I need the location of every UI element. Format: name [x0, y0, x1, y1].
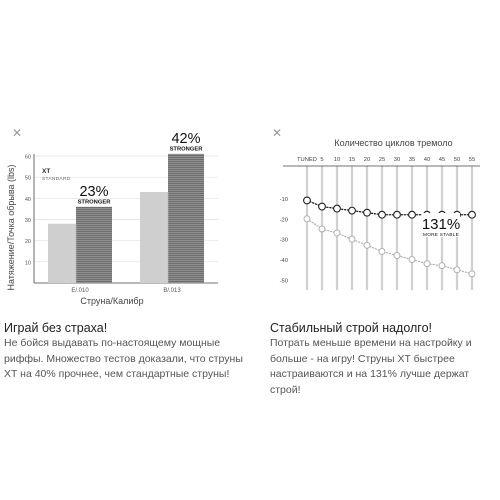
x-tick-label: TUNED: [297, 157, 317, 163]
series-point-standard: [348, 235, 356, 243]
series-point-standard: [318, 225, 326, 233]
left-panel: ✕ 10 20 30 40 50 60 Натяжение/Точка обрыва (lb…: [4, 126, 243, 380]
series-point-standard: [378, 247, 386, 255]
legend-title: XT: [42, 168, 50, 175]
x-tick-label: 20: [364, 157, 370, 163]
x-tick-label: 55: [469, 157, 475, 163]
series-point-xt: [408, 210, 416, 219]
strength-bar-chart: 10 20 30 40 50 60 Натяжение/Точка обрыва (lbs)…: [6, 131, 218, 306]
tuning-stability-line-chart: Количество циклов тремоло TUNED 5 10 15 20 25 3…: [280, 138, 480, 290]
y-tick-label: -10: [280, 197, 288, 203]
x-tick-label: 30: [394, 157, 400, 163]
y-tick-label: 20: [25, 239, 31, 245]
series-point-standard: [423, 260, 431, 268]
series-point-xt: [363, 208, 371, 217]
series-point-xt: [318, 202, 326, 211]
annotation-percent: 23%: [79, 184, 108, 200]
right-body-text: Потрать меньше времени на настройку и бо…: [270, 337, 472, 396]
y-tick-label: 50: [25, 176, 31, 182]
series-point-xt: [303, 196, 311, 205]
series-point-xt: [378, 210, 386, 219]
y-tick-label: 30: [25, 218, 31, 224]
x-tick-label: 35: [409, 157, 415, 163]
left-body-text: Не бойся выдавать по-настоящему мощные р…: [4, 337, 243, 380]
x-tick-label: E/.010: [71, 288, 89, 294]
series-point-standard: [438, 262, 446, 270]
y-axis-label: Натяжение/Точка обрыва (lbs): [6, 164, 16, 290]
y-tick-label: 10: [25, 260, 31, 266]
y-tick-label: 60: [25, 155, 31, 161]
bar-standard: [140, 191, 170, 283]
bar-standard: [48, 223, 78, 283]
series-point-standard: [453, 266, 461, 274]
series-point-standard: [363, 241, 371, 249]
x-tick-label: 50: [454, 157, 460, 163]
y-tick-label: 40: [25, 197, 31, 203]
series-point-standard: [468, 270, 476, 278]
left-heading: Играй без страха!: [4, 321, 108, 335]
x-tick-label: 25: [379, 157, 385, 163]
x-tick-label: B/.013: [163, 288, 181, 294]
legend-subtitle: STANDARD: [42, 176, 71, 182]
y-tick-label: -40: [280, 258, 288, 264]
series-line-xt: [306, 199, 473, 216]
x-tick-label: 40: [424, 157, 430, 163]
series-point-xt: [393, 210, 401, 219]
x-tick-label: 10: [334, 157, 340, 163]
series-point-xt: [348, 206, 356, 215]
series-point-standard: [303, 215, 311, 223]
x-logo-icon: ✕: [272, 126, 283, 140]
x-logo-icon: ✕: [12, 126, 23, 140]
x-tick-label: 45: [439, 157, 445, 163]
series-point-xt: [333, 204, 341, 213]
series-point-xt: [468, 210, 476, 219]
annotation-percent: 42%: [171, 131, 200, 147]
series-point-standard: [393, 252, 401, 259]
series-point-standard: [333, 229, 341, 237]
annotation-label: STRONGER: [170, 146, 204, 152]
x-axis-label: Струна/Калибр: [80, 296, 143, 306]
bar-xt: [168, 153, 204, 283]
x-tick-label: 5: [320, 157, 323, 163]
y-tick-label: -30: [280, 238, 288, 244]
annotation-label: STRONGER: [78, 199, 112, 205]
annotation-background: [422, 213, 460, 237]
bar-xt: [76, 206, 112, 283]
chart-title: Количество циклов тремоло: [334, 138, 452, 148]
y-tick-label: -50: [280, 279, 288, 285]
annotation-label: MORE STABLE: [423, 232, 459, 238]
right-heading: Стабильный строй надолго!: [270, 321, 433, 335]
y-tick-label: -20: [280, 217, 288, 223]
x-tick-label: 15: [349, 157, 355, 163]
series-point-standard: [408, 256, 416, 264]
right-panel: ✕ Количество циклов тремоло TUNED 5 10 15 20 2…: [250, 0, 500, 500]
annotation-percent: 131%: [422, 216, 460, 233]
